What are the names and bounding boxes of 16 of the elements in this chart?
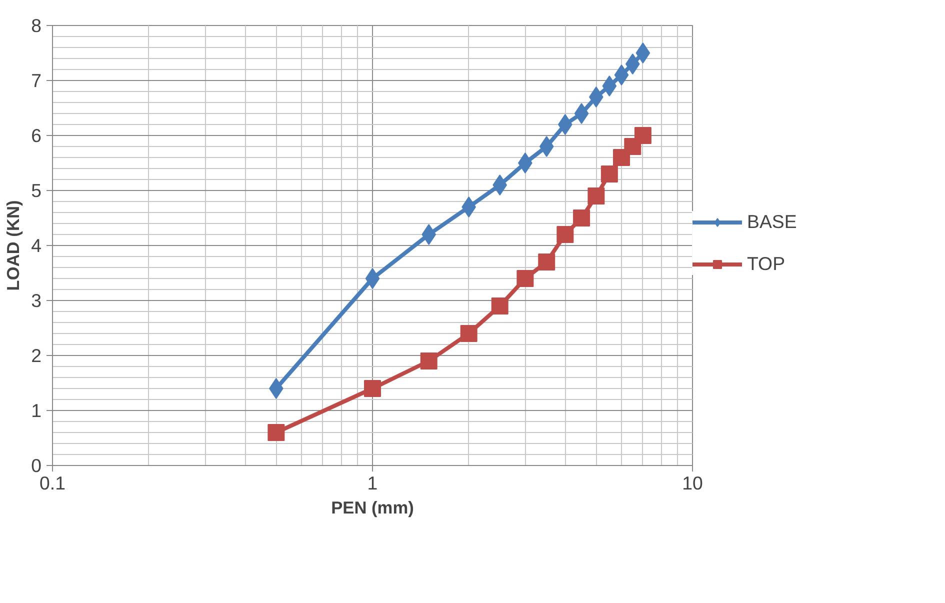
- x-tick-label: 0.1: [40, 472, 66, 494]
- y-axis-title: LOAD (KN): [3, 200, 24, 291]
- x-tick-label: 10: [682, 472, 703, 494]
- x-tick-label: 1: [367, 472, 378, 494]
- y-tick-label: 3: [31, 290, 42, 311]
- x-axis-title: PEN (mm): [331, 498, 414, 518]
- y-tick-label: 6: [31, 125, 42, 146]
- y-tick-label: 1: [31, 400, 42, 421]
- y-tick-label: 4: [31, 235, 42, 256]
- y-tick-label: 7: [31, 70, 42, 91]
- y-tick-label: 2: [31, 345, 42, 366]
- y-tick-label: 0: [31, 455, 42, 476]
- y-tick-label: 5: [31, 180, 42, 201]
- y-tick-label: 8: [31, 15, 42, 36]
- legend-label: TOP: [747, 253, 786, 275]
- legend-label: BASE: [747, 211, 797, 233]
